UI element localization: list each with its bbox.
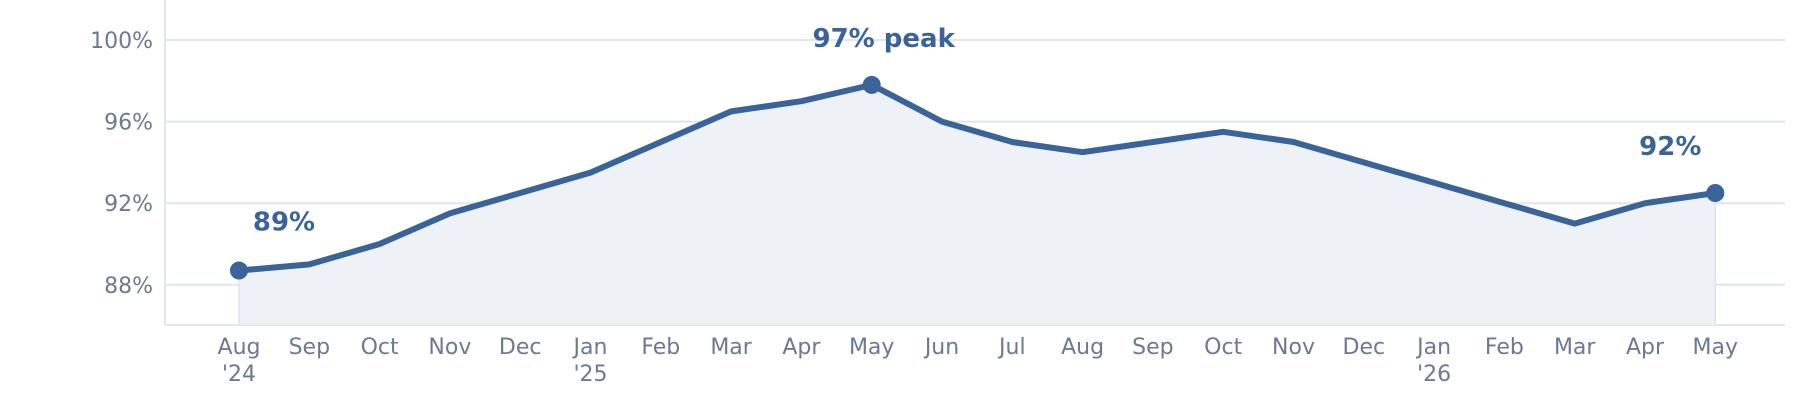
- data-label: 97% peak: [813, 24, 956, 54]
- area-fill: [238, 84, 1717, 325]
- y-tick-label: 96%: [104, 111, 153, 136]
- x-tick-label: Jan: [1415, 335, 1451, 360]
- x-tick-year-label: '24: [222, 362, 256, 387]
- x-tick-label: Apr: [1626, 335, 1665, 360]
- data-point-marker: [230, 261, 248, 280]
- data-label: 89%: [253, 208, 315, 238]
- markers: [230, 75, 1725, 280]
- data-point-marker: [1706, 184, 1725, 202]
- x-tick-label: Dec: [499, 335, 542, 360]
- x-tick-label: May: [1693, 335, 1738, 360]
- x-tick-label: Oct: [1204, 335, 1242, 360]
- x-tick-label: Jul: [997, 335, 1026, 360]
- annotations: 89% 97% peak 92%: [253, 24, 1702, 238]
- series-path: [236, 81, 1719, 274]
- x-tick-label: Nov: [1272, 335, 1315, 360]
- data-label: 92%: [1639, 132, 1701, 162]
- x-tick-label: Feb: [1485, 335, 1524, 360]
- data-point-marker: [862, 75, 881, 94]
- x-tick-label: Mar: [1554, 335, 1596, 360]
- x-tick-year-label: '26: [1417, 362, 1451, 387]
- x-tick-label: Sep: [289, 335, 330, 360]
- x-tick-label: Aug: [218, 335, 261, 360]
- x-tick-label: Jun: [923, 335, 959, 360]
- x-tick-label: Apr: [782, 335, 821, 360]
- x-tick-label: Sep: [1132, 335, 1173, 360]
- y-tick-label: 100%: [90, 29, 153, 54]
- x-tick-label: Dec: [1343, 335, 1386, 360]
- x-tick-label: May: [849, 335, 894, 360]
- x-tick-label: Jan: [572, 335, 608, 360]
- y-axis-ticks: 100% 96% 92% 88%: [90, 29, 153, 299]
- x-tick-label: Aug: [1061, 335, 1104, 360]
- x-tick-year-label: '25: [573, 362, 607, 387]
- x-tick-label: Nov: [428, 335, 471, 360]
- y-tick-label: 88%: [104, 274, 153, 299]
- series-line: [236, 81, 1719, 274]
- x-tick-label: Oct: [361, 335, 399, 360]
- x-tick-label: Feb: [641, 335, 680, 360]
- y-tick-label: 92%: [104, 192, 153, 217]
- x-tick-label: Mar: [710, 335, 752, 360]
- area-path: [239, 84, 1716, 325]
